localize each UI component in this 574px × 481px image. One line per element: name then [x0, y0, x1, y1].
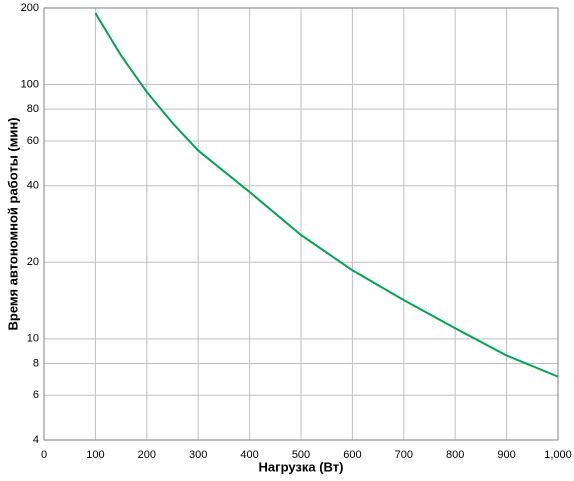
y-tick-label: 6	[33, 389, 39, 401]
y-tick-label: 20	[27, 256, 39, 268]
x-tick-label: 400	[240, 449, 258, 461]
plot-border	[43, 7, 559, 441]
x-tick-label: 700	[395, 449, 413, 461]
x-tick-label: 100	[86, 449, 104, 461]
y-tick-label: 40	[27, 180, 39, 192]
x-tick-label: 0	[41, 449, 47, 461]
x-tick-label: 500	[292, 449, 310, 461]
y-tick-label: 4	[33, 434, 39, 446]
x-tick-label: 300	[189, 449, 207, 461]
y-tick-label: 200	[21, 2, 39, 14]
x-axis-label: Нагрузка (Вт)	[259, 459, 344, 474]
x-tick-label: 800	[446, 449, 464, 461]
y-tick-label: 80	[27, 103, 39, 115]
data-line	[94, 12, 559, 378]
x-tick-label: 200	[138, 449, 156, 461]
x-tick-label: 900	[497, 449, 515, 461]
x-tick-label: 600	[343, 449, 361, 461]
y-tick-label: 60	[27, 135, 39, 147]
y-tick-label: 8	[33, 357, 39, 369]
x-tick-label: 1,000	[544, 449, 572, 461]
y-tick-label: 10	[27, 333, 39, 345]
y-axis-label: Время автономной работы (мин)	[5, 117, 20, 330]
y-tick-label: 100	[21, 78, 39, 90]
